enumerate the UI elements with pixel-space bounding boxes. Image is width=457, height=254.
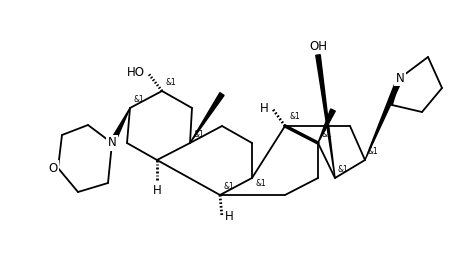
Text: H: H bbox=[260, 102, 269, 115]
Polygon shape bbox=[190, 93, 224, 143]
Text: O: O bbox=[48, 162, 58, 174]
Polygon shape bbox=[110, 108, 130, 144]
Text: &1: &1 bbox=[224, 182, 235, 191]
Text: H: H bbox=[153, 184, 161, 197]
Polygon shape bbox=[318, 109, 335, 143]
Polygon shape bbox=[365, 77, 403, 160]
Text: OH: OH bbox=[309, 40, 327, 53]
Text: &1: &1 bbox=[134, 95, 145, 104]
Text: &1: &1 bbox=[368, 147, 379, 156]
Text: &1: &1 bbox=[289, 112, 300, 121]
Text: &1: &1 bbox=[193, 130, 204, 139]
Text: &1: &1 bbox=[321, 130, 332, 139]
Polygon shape bbox=[316, 55, 335, 178]
Text: &1: &1 bbox=[256, 179, 267, 188]
Text: &1: &1 bbox=[338, 165, 349, 174]
Text: N: N bbox=[396, 71, 404, 85]
Text: H: H bbox=[225, 211, 234, 224]
Text: HO: HO bbox=[127, 66, 145, 78]
Text: N: N bbox=[108, 136, 117, 150]
Text: &1: &1 bbox=[166, 78, 177, 87]
